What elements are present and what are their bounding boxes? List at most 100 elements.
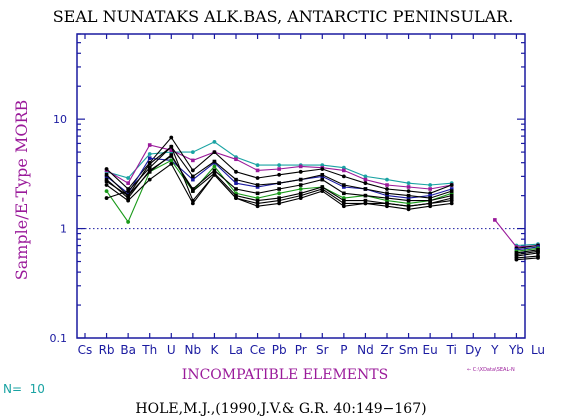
data-point	[385, 177, 389, 182]
data-point	[385, 183, 389, 187]
data-point	[341, 174, 346, 179]
data-point	[212, 168, 217, 173]
data-point	[191, 187, 195, 191]
x-tick-label: U	[167, 343, 176, 357]
data-point	[255, 168, 260, 173]
sample-count: N= 10	[3, 382, 45, 396]
data-point	[234, 169, 238, 174]
data-point	[449, 198, 454, 203]
data-point	[126, 196, 130, 200]
data-point	[212, 172, 217, 177]
x-tick-label: Pr	[295, 343, 307, 357]
legend-note: ← C:\XData\SEAL-N	[467, 367, 515, 373]
data-point	[385, 201, 389, 206]
data-point	[190, 150, 195, 154]
series-9	[104, 144, 540, 260]
data-point	[449, 193, 454, 198]
data-point	[320, 167, 325, 171]
data-point	[147, 152, 152, 156]
data-point	[147, 143, 152, 147]
data-point	[298, 183, 303, 187]
data-point	[104, 189, 109, 194]
data-point	[212, 164, 217, 169]
data-point	[147, 162, 152, 166]
data-point	[255, 176, 260, 180]
data-point	[428, 196, 432, 200]
data-point	[298, 164, 303, 169]
data-point	[342, 198, 346, 203]
data-point	[234, 157, 238, 162]
data-point	[342, 185, 346, 189]
y-tick-label: 0.1	[50, 332, 68, 345]
data-point	[406, 189, 411, 194]
y-tick-label: 1	[60, 223, 67, 236]
data-point	[385, 193, 389, 198]
chart-title: SEAL NUNATAKS ALK.BAS, ANTARCTIC PENINSU…	[53, 7, 514, 26]
x-tick-label: Ti	[446, 343, 457, 357]
data-point	[212, 139, 217, 144]
data-point	[363, 193, 368, 198]
data-point	[169, 158, 174, 163]
data-point	[104, 173, 109, 177]
x-tick-label: Yb	[508, 343, 524, 357]
data-point	[449, 187, 454, 191]
data-point	[385, 191, 389, 196]
data-point	[449, 183, 454, 187]
data-point	[298, 169, 303, 174]
data-point	[298, 196, 303, 200]
data-point	[536, 255, 540, 260]
data-point	[277, 201, 282, 206]
x-tick-label: Ce	[250, 343, 266, 357]
data-point	[363, 177, 368, 182]
data-point	[126, 220, 131, 224]
data-point	[255, 204, 260, 209]
data-point	[385, 196, 389, 200]
data-point	[190, 168, 195, 173]
x-tick-label: Pb	[272, 343, 287, 357]
citation: HOLE,M.J.,(1990,J.V.& G.R. 40:149−167)	[135, 401, 426, 417]
x-tick-label: Sr	[316, 343, 329, 357]
x-tick-label: Eu	[423, 343, 438, 357]
data-point	[449, 189, 454, 193]
data-point	[104, 179, 109, 184]
data-point	[277, 187, 281, 191]
data-point	[126, 181, 130, 185]
x-tick-label: La	[229, 343, 243, 357]
data-point	[449, 196, 454, 200]
data-point	[255, 183, 260, 187]
x-axis-label: INCOMPATIBLE ELEMENTS	[182, 367, 388, 383]
x-tick-label: Lu	[531, 343, 545, 357]
data-point	[234, 196, 238, 200]
data-point	[320, 189, 325, 194]
data-point	[428, 204, 433, 209]
axis-tick-labels: 0.1 1 10 Cs Rb Ba Th U Nb K La Ce Pb Pr Sr P Nd Zr Sm Eu Ti D…	[50, 113, 546, 357]
series-5	[104, 158, 540, 254]
data-point	[169, 161, 174, 166]
data-point	[493, 218, 497, 222]
data-point	[428, 198, 432, 203]
data-point	[363, 187, 368, 191]
data-point	[406, 196, 411, 200]
x-tick-label: Nb	[185, 343, 202, 357]
data-point	[191, 177, 195, 182]
data-point	[255, 191, 260, 196]
data-point	[277, 196, 281, 200]
data-point	[449, 201, 454, 206]
data-point	[126, 189, 131, 194]
data-point	[255, 185, 260, 189]
data-point	[536, 251, 540, 255]
data-point	[363, 174, 368, 179]
y-axis-label: Sample/E-Type MORB	[12, 100, 31, 281]
data-point	[341, 201, 346, 206]
data-point	[147, 177, 152, 182]
data-point	[298, 177, 303, 182]
x-tick-label: Y	[490, 343, 499, 357]
data-point	[298, 187, 303, 191]
series-10	[104, 161, 540, 262]
data-point	[277, 198, 282, 203]
x-tick-label: Dy	[465, 343, 481, 357]
data-point	[191, 174, 195, 179]
data-point	[234, 187, 238, 191]
data-point	[255, 201, 260, 206]
